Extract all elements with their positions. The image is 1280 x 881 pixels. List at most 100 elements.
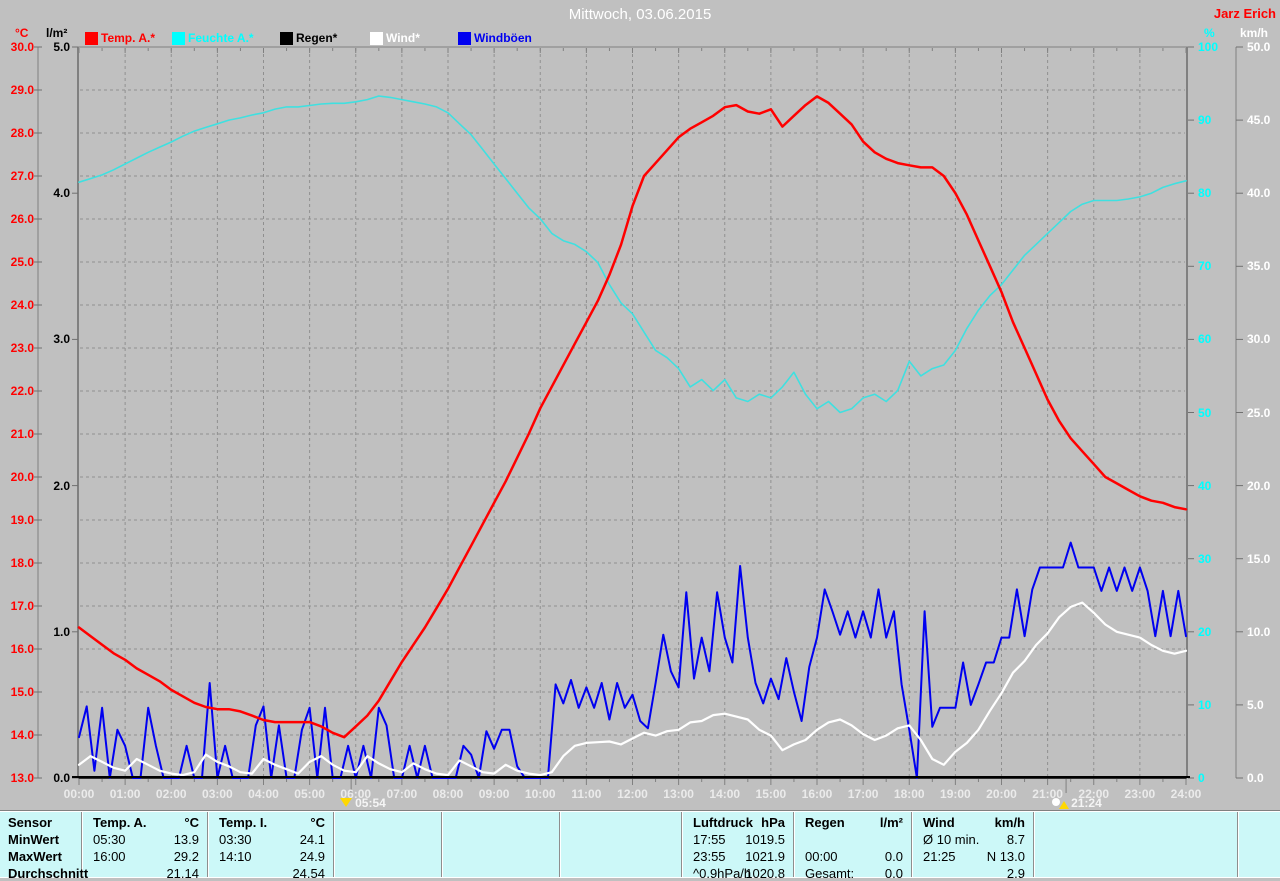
temp-swatch-icon [85, 32, 98, 45]
hour-label: 23:00 [1124, 787, 1156, 801]
wind-swatch-icon [370, 32, 383, 45]
rain-tick-label: 1.0 [53, 624, 70, 639]
wind-tick-label: 5.0 [1247, 697, 1264, 712]
legend-label: Wind* [386, 31, 420, 45]
table-separator-highlight [82, 812, 83, 877]
table-cell-value: 21.14 [166, 866, 199, 881]
temp-tick-label: 29.0 [10, 83, 34, 97]
table-separator-highlight [1034, 812, 1035, 877]
temp-tick-label: 18.0 [10, 556, 34, 570]
humidity-tick-label: 40 [1198, 478, 1212, 493]
hour-label: 12:00 [617, 787, 648, 801]
table-cell-time: 14:10 [219, 849, 252, 864]
table-separator [81, 812, 82, 877]
table-cell-time: 03:30 [219, 832, 252, 847]
temp-tick-label: 16.0 [10, 642, 34, 656]
wind-tick-label: 20.0 [1247, 478, 1271, 493]
temp-tick-label: 27.0 [10, 169, 34, 183]
gusts-series-line [78, 541, 1187, 779]
hour-label: 06:00 [340, 787, 372, 801]
table-cell-value: N 13.0 [986, 849, 1025, 864]
temp-tick-label: 30.0 [10, 40, 34, 54]
temp-tick-label: 13.0 [10, 771, 34, 785]
table-top-border [0, 810, 1280, 811]
hour-label: 05:00 [294, 787, 325, 801]
gusts-swatch-icon [458, 32, 471, 45]
table-unit-cell: l/m² [879, 815, 903, 830]
temp-series-line [77, 95, 1188, 739]
humidity-tick-label: 80 [1198, 186, 1212, 201]
hour-label: 07:00 [386, 787, 418, 801]
table-separator-highlight [208, 812, 209, 877]
rain-tick-label: 2.0 [53, 478, 70, 493]
rain-tick-label: 4.0 [53, 186, 70, 201]
sunrise-time: 05:54 [355, 796, 386, 810]
hour-label: 11:00 [571, 787, 602, 801]
page-title: Mittwoch, 03.06.2015 [568, 6, 712, 23]
hour-label: 04:00 [248, 787, 279, 801]
summary-table: Sensor MinWert MaxWert Durchschnitt Temp. A.… [0, 810, 1280, 881]
temp-tick-label: 21.0 [10, 427, 34, 441]
humidity-tick-label: 60 [1198, 332, 1212, 347]
hour-label: 00:00 [63, 787, 95, 801]
hour-label: 03:00 [202, 787, 233, 801]
sunset-icon [1052, 798, 1061, 806]
hour-label: 09:00 [478, 787, 510, 801]
temp-tick-label: 26.0 [10, 212, 34, 226]
table-cell-value: 29.2 [173, 849, 199, 864]
table-separator-highlight [912, 812, 913, 877]
table-cell-time: 17:55 [693, 832, 726, 847]
table-separator [207, 812, 208, 877]
rain-tick-label: 5.0 [53, 40, 70, 54]
legend-label: Temp. A.* [101, 31, 156, 45]
humidity-axis-unit: % [1204, 26, 1215, 40]
table-unit-cell: °C [310, 815, 325, 830]
table-unit-cell: hPa [761, 815, 785, 830]
wind-tick-label: 15.0 [1247, 551, 1271, 566]
table-separator-highlight [560, 812, 561, 877]
table-cell-time: 05:30 [93, 832, 126, 847]
table-header-cell: Luftdruck [693, 815, 753, 830]
sunset-time: 21:24 [1071, 796, 1102, 810]
table-separator [793, 812, 794, 877]
hour-label: 02:00 [155, 787, 187, 801]
temp-tick-label: 20.0 [10, 470, 34, 484]
hour-label: 01:00 [109, 787, 141, 801]
sunset-arrow-icon [1059, 801, 1070, 809]
legend-label: Feuchte A.* [188, 31, 254, 45]
temp-tick-label: 14.0 [10, 728, 34, 742]
temp-tick-label: 23.0 [10, 341, 34, 355]
table-cell-time: Ø 10 min. [923, 832, 980, 847]
wind-tick-label: 40.0 [1247, 186, 1271, 201]
table-separator [441, 812, 442, 877]
temp-tick-label: 17.0 [10, 599, 34, 613]
table-row-label: MinWert [8, 832, 60, 847]
humidity-tick-label: 30 [1198, 551, 1212, 566]
hour-label: 10:00 [524, 787, 556, 801]
temp-axis-unit: °C [15, 26, 29, 40]
hour-label: 17:00 [847, 787, 879, 801]
table-separator [681, 812, 682, 877]
hour-label: 22:00 [1078, 787, 1110, 801]
temp-tick-label: 22.0 [10, 384, 34, 398]
temp-tick-label: 19.0 [10, 513, 34, 527]
humidity-swatch-icon [172, 32, 185, 45]
table-cell-value: 13.9 [173, 832, 199, 847]
hour-label: 16:00 [801, 787, 833, 801]
humidity-tick-label: 70 [1198, 259, 1212, 274]
table-cell-value: 1021.9 [745, 849, 785, 864]
rain-tick-label: 3.0 [53, 332, 70, 347]
station-name: Jarz Erich [1213, 6, 1276, 21]
table-cell-value: 2.9 [1006, 866, 1025, 881]
table-header-cell: Regen [805, 815, 845, 830]
sunrise-icon [340, 798, 353, 807]
table-cell-value: 1020.8 [745, 866, 785, 881]
table-row-label: Sensor [8, 815, 53, 830]
wind-tick-label: 50.0 [1247, 40, 1271, 54]
table-header-cell: Temp. A. [93, 815, 147, 830]
humidity-tick-label: 0 [1198, 771, 1205, 785]
wind-series-line [77, 601, 1188, 777]
table-cell-value: 24.1 [299, 832, 325, 847]
table-separator-highlight [1238, 812, 1239, 877]
